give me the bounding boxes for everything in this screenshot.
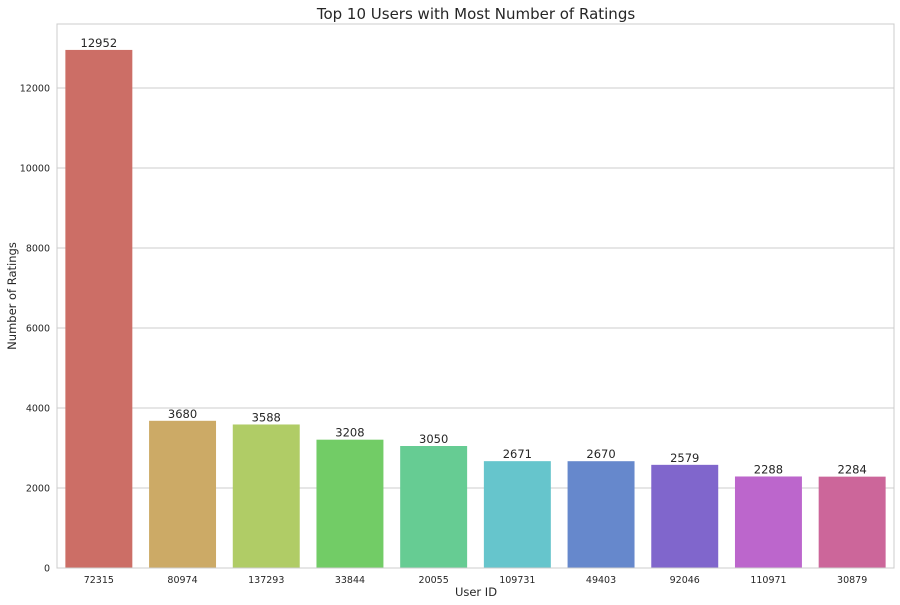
bar-92046 <box>651 464 719 568</box>
data-label: 3050 <box>419 432 448 446</box>
x-tick-label: 30879 <box>837 575 867 586</box>
data-label: 2670 <box>586 447 615 461</box>
data-label: 12952 <box>81 36 118 50</box>
bar-49403 <box>567 461 635 568</box>
bar-72315 <box>65 49 133 569</box>
data-labels: 12952 3680 3588 3208 3050 2671 2670 2579 2288 228… <box>81 36 867 477</box>
bar-20055 <box>400 446 468 568</box>
y-tick-label: 6000 <box>26 324 50 335</box>
x-axis-label: User ID <box>455 585 497 599</box>
y-tick-label: 2000 <box>26 484 50 495</box>
bar-110971 <box>734 476 802 568</box>
y-tick-label: 4000 <box>26 404 50 415</box>
bar-80974 <box>149 420 217 568</box>
bars <box>65 49 886 569</box>
data-label: 3588 <box>252 410 281 424</box>
x-tick-label: 20055 <box>419 575 449 586</box>
y-tick-label: 12000 <box>20 84 50 95</box>
y-axis-ticks: 0 2000 4000 6000 8000 10000 12000 <box>20 84 50 575</box>
data-label: 2579 <box>670 451 699 465</box>
bar-109731 <box>483 461 551 568</box>
data-label: 2671 <box>503 447 532 461</box>
bar-33844 <box>316 439 384 568</box>
y-axis-label: Number of Ratings <box>5 242 19 350</box>
x-tick-label: 109731 <box>499 575 535 586</box>
bar-137293 <box>232 424 300 568</box>
plot-frame <box>56 23 895 569</box>
data-label: 3208 <box>335 426 364 440</box>
x-tick-label: 137293 <box>248 575 284 586</box>
data-label: 2284 <box>838 463 867 477</box>
x-tick-label: 92046 <box>670 575 700 586</box>
x-tick-label: 80974 <box>167 575 197 586</box>
chart-title: Top 10 Users with Most Number of Ratings <box>316 5 635 23</box>
y-tick-label: 8000 <box>26 244 50 255</box>
x-axis-ticks: 72315 80974 137293 33844 20055 109731 49403 920… <box>84 575 868 586</box>
x-tick-label: 49403 <box>586 575 616 586</box>
x-tick-label: 110971 <box>750 575 786 586</box>
y-tick-label: 10000 <box>20 164 50 175</box>
y-tick-label: 0 <box>44 564 50 575</box>
data-label: 3680 <box>168 407 197 421</box>
x-tick-label: 72315 <box>84 575 114 586</box>
x-tick-label: 33844 <box>335 575 365 586</box>
data-label: 2288 <box>754 462 783 476</box>
bar-30879 <box>818 476 886 568</box>
